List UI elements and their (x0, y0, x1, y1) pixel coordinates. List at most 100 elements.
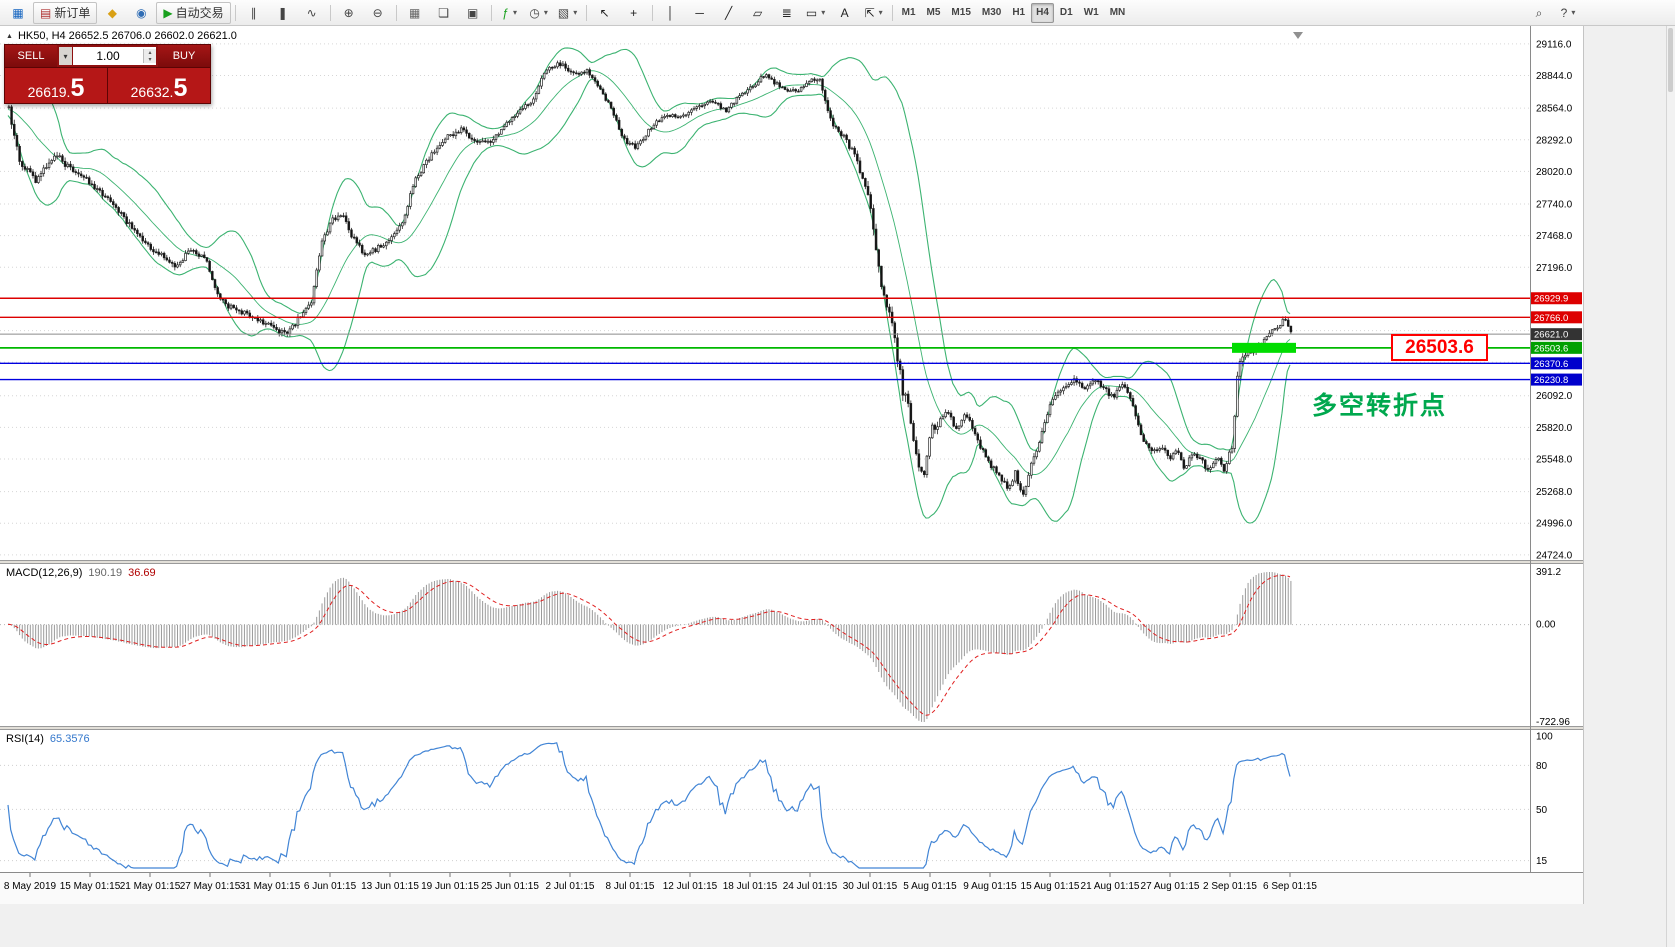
trendline-tool[interactable]: ╱ (715, 2, 743, 24)
timeframe-d1[interactable]: D1 (1059, 7, 1073, 18)
sell-button[interactable]: SELL (5, 45, 57, 67)
templates-button-dropdown-icon[interactable]: ▾ (573, 8, 578, 17)
candle-body (866, 186, 870, 195)
candle-body (658, 120, 661, 123)
timeframe-m1[interactable]: M1 (901, 7, 916, 18)
candle-body (34, 175, 37, 183)
arrow-tool[interactable]: ⇱ ▾ (860, 2, 888, 24)
timeframe-m5[interactable]: M5 (926, 7, 941, 18)
timeframe-m15[interactable]: M15 (951, 7, 971, 18)
candle-body (454, 131, 458, 137)
autotrading-button[interactable]: ▶ 自动交易 (156, 1, 231, 24)
periods-button[interactable]: ◷ ▾ (525, 2, 553, 24)
cursor-tool[interactable]: ↖ (591, 2, 619, 24)
indicators-button[interactable]: ƒ ▾ (496, 2, 524, 24)
candle-body (229, 304, 233, 309)
main-chart-pane[interactable] (0, 26, 1584, 560)
sell-price[interactable]: 26619. 5 (5, 68, 108, 103)
shapes-tool-dropdown-icon[interactable]: ▾ (821, 8, 826, 17)
search-icon-glyph-icon: ⌕ (1535, 5, 1543, 20)
scrollbar-thumb[interactable] (1668, 28, 1673, 92)
volume-up-icon[interactable]: ▴ (144, 49, 156, 56)
channel-tool[interactable]: ▱ (744, 2, 772, 24)
candle-body (1220, 457, 1223, 465)
alerts-icon[interactable]: ◆ (98, 2, 126, 24)
pane-separator[interactable] (0, 560, 1584, 564)
candle-body (567, 67, 570, 72)
key-level-price-label[interactable]: 26503.6 (1391, 334, 1488, 361)
templates-button[interactable]: ▧ ▾ (554, 2, 582, 24)
volume-down-icon[interactable]: ▾ (144, 56, 156, 63)
crosshair-tool[interactable]: + (620, 2, 648, 24)
candle-body (411, 186, 415, 195)
search-icon[interactable]: ⌕ (1525, 2, 1553, 24)
candle-body (663, 115, 666, 119)
level-highlight-bar[interactable] (1232, 342, 1296, 353)
price-axis-label: 25820.0 (1536, 423, 1573, 434)
zoom-out-icon[interactable]: ⊖ (364, 2, 392, 24)
new-order-button[interactable]: ▤ 新订单 (33, 1, 98, 24)
candle-body (194, 250, 198, 255)
pane-separator[interactable] (0, 726, 1584, 730)
text-tool[interactable]: A (831, 2, 859, 24)
bar-chart-icon[interactable]: ∥ (240, 2, 268, 24)
timeframe-w1[interactable]: W1 (1083, 7, 1099, 18)
timeframe-m30[interactable]: M30 (981, 7, 1002, 18)
horizontal-line-tool[interactable]: ─ (686, 2, 714, 24)
buy-price[interactable]: 26632. 5 (108, 68, 210, 103)
help-button[interactable]: ? ▾ (1554, 2, 1582, 24)
community-icon[interactable]: ◉ (127, 2, 155, 24)
indicators-button-dropdown-icon[interactable]: ▾ (512, 8, 517, 17)
fibonacci-tool[interactable]: ≣ (773, 2, 801, 24)
candle-body (224, 299, 227, 305)
volume-stepper[interactable]: ▴ ▾ (143, 49, 156, 63)
candle-body (858, 160, 862, 173)
candle-body (516, 112, 519, 117)
periods-button-dropdown-icon[interactable]: ▾ (543, 8, 548, 17)
vertical-line-tool[interactable]: │ (657, 2, 685, 24)
candle-body (457, 131, 460, 134)
candle-body (992, 466, 996, 469)
candle-body (706, 101, 709, 105)
candle-body (856, 153, 859, 162)
volume-dropdown-icon[interactable]: ▾ (59, 47, 72, 65)
candle-body (1270, 329, 1274, 334)
shapes-tool[interactable]: ▭ ▾ (802, 2, 830, 24)
timeframe-mn[interactable]: MN (1109, 7, 1126, 18)
line-chart-icon[interactable]: ∿ (298, 2, 326, 24)
candle-body (914, 440, 918, 455)
candle-body (1048, 404, 1052, 416)
candle-body (15, 135, 19, 147)
price-axis-label: 28292.0 (1536, 135, 1573, 146)
buy-button[interactable]: BUY (158, 45, 210, 67)
rsi-pane[interactable] (0, 730, 1584, 872)
candle-body (1238, 361, 1242, 377)
candle-body (189, 249, 193, 252)
turning-point-annotation[interactable]: 多空转折点 (1312, 392, 1448, 420)
zoom-in-icon[interactable]: ⊕ (335, 2, 363, 24)
candle-body (1051, 398, 1054, 406)
time-axis[interactable] (0, 872, 1584, 904)
grid-icon-glyph-icon: ▦ (408, 5, 421, 20)
volume-input[interactable]: 1.00 (96, 49, 120, 63)
scrollbar[interactable] (1666, 26, 1675, 947)
candle-body (936, 426, 939, 430)
timeframe-h1[interactable]: H1 (1012, 7, 1026, 18)
candle-body (213, 279, 217, 288)
cascade-windows-icon[interactable]: ▣ (459, 2, 487, 24)
candle-body (703, 103, 707, 107)
time-axis-label: 6 Jun 01:15 (304, 881, 357, 892)
terminal-icon[interactable]: ▦ (4, 2, 32, 24)
tile-windows-icon[interactable]: ❏ (430, 2, 458, 24)
chart-shift-marker[interactable] (1293, 32, 1303, 39)
autotrading-glyph-icon: ▶ (163, 5, 173, 20)
grid-icon[interactable]: ▦ (401, 2, 429, 24)
help-button-dropdown-icon[interactable]: ▾ (1571, 8, 1576, 17)
candle-body (553, 66, 557, 69)
timeframe-h4[interactable]: H4 (1031, 2, 1054, 23)
arrow-tool-dropdown-icon[interactable]: ▾ (878, 8, 883, 17)
collapse-trade-panel-icon[interactable]: ▲ (6, 32, 13, 40)
candlestick-chart-icon[interactable]: ❚ (269, 2, 297, 24)
candle-body (352, 236, 356, 239)
